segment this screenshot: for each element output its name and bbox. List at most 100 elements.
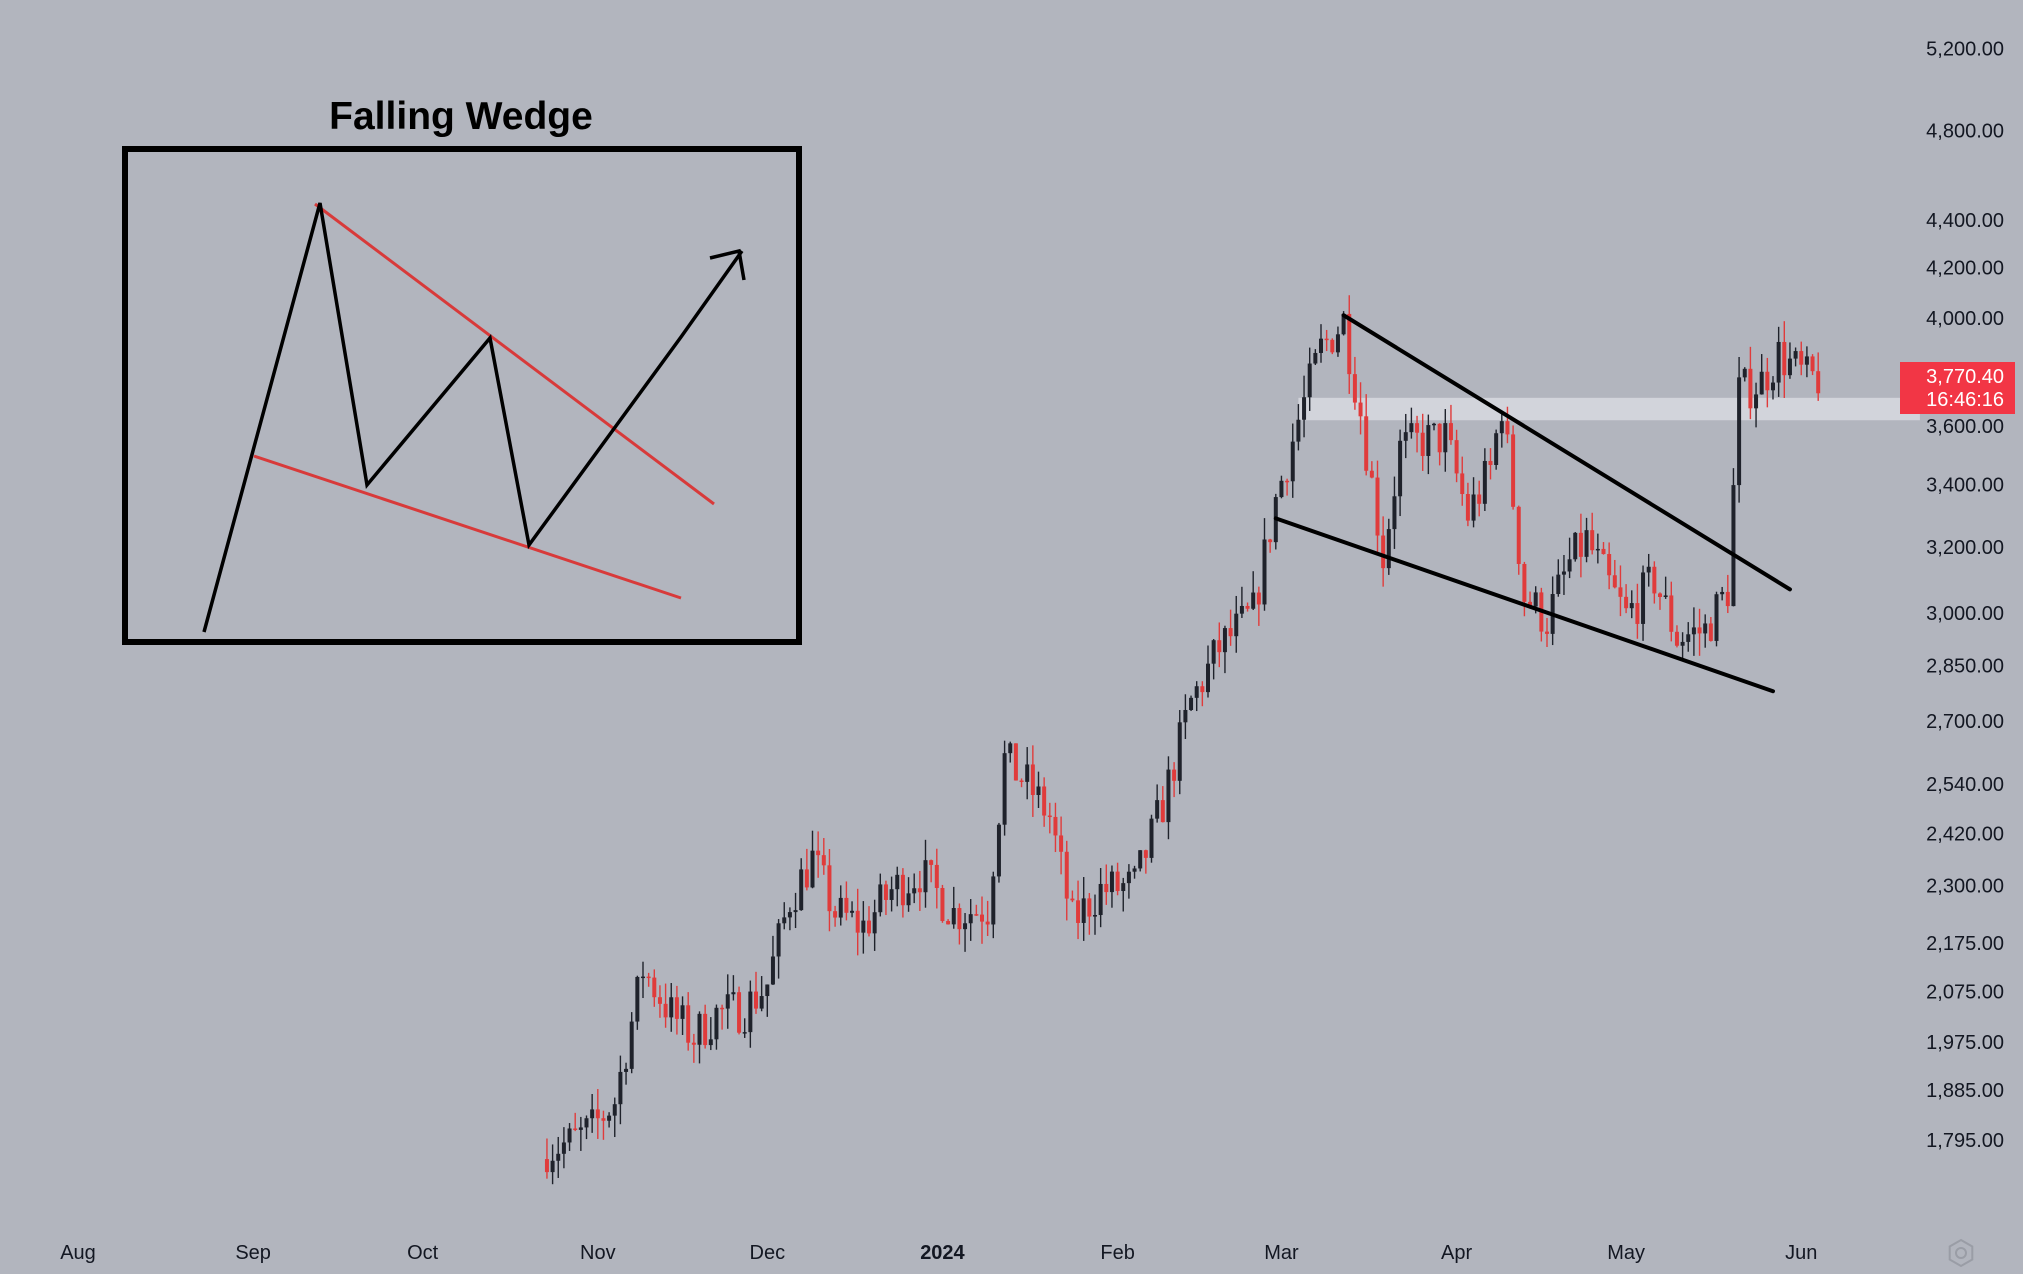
candle-body [776,923,781,957]
candle-body [1335,334,1340,353]
time-axis[interactable]: Aug Sep Oct Nov Dec 2024 Feb Mar Apr May Jun [60,1242,1817,1264]
candle-body [567,1128,572,1143]
candle [1369,461,1374,479]
candle-body [1183,709,1188,723]
candle-body [974,914,979,916]
candle [793,892,798,929]
candle [1290,423,1295,498]
settings-button[interactable] [1948,1238,1974,1268]
candle [906,877,911,912]
candle-body [1624,596,1629,609]
candle [646,972,651,987]
candle-body [1528,601,1533,607]
candle [567,1123,572,1151]
candle-body [1143,850,1148,858]
candle [1217,622,1222,668]
candle [867,906,871,937]
candle [1245,602,1250,612]
candle [934,848,939,909]
candle-body [1725,591,1730,607]
candle [1663,576,1668,599]
candle-body [737,992,742,1033]
candle-body [641,976,645,979]
candle [1347,295,1352,394]
candle-body [1465,494,1470,521]
candle [1143,849,1148,874]
candle [1624,584,1629,614]
candle-body [1522,563,1527,602]
candle [1392,476,1397,549]
candle-body [1189,697,1194,710]
candle-body [1454,440,1459,474]
price-axis-label: 1,975.00 [1926,1032,2004,1054]
last-price-tag-background [1900,362,2015,414]
candle-body [1477,494,1482,504]
candle-body [544,1159,549,1173]
candle [1680,632,1685,661]
candle-body [1177,722,1182,781]
gear-icon [1948,1238,1974,1268]
candle-body [618,1071,623,1105]
wedge-upper-trendline [1341,313,1792,592]
candle [1324,329,1329,352]
candle [1516,505,1521,575]
candle-body [1149,818,1154,858]
price-axis-label: 2,420.00 [1926,824,2004,846]
candle-body [804,869,809,888]
candle [1172,762,1177,798]
candle [1646,553,1651,587]
candle [1183,694,1188,740]
time-axis-label: Aug [60,1242,96,1264]
candle-body [680,1005,685,1019]
candle-body [1160,800,1165,823]
candle-body [1590,530,1595,551]
candle-body [1432,423,1436,426]
candle-body [573,1128,578,1130]
candle [985,900,990,937]
candle [691,1033,696,1063]
candle [765,984,770,1017]
candle [1754,382,1759,428]
candle-body [895,874,900,890]
candle [996,822,1001,883]
inset-breakout-arrowhead [709,248,746,281]
candle [1482,448,1487,511]
candle [1302,375,1307,438]
candle [1013,743,1018,781]
candle-body [1087,898,1092,917]
candle-body [1194,686,1199,698]
candle-body [1115,871,1120,892]
candle [1488,448,1493,480]
price-axis-label: 1,795.00 [1926,1130,2004,1152]
wedge-trendlines [1273,313,1792,694]
candle-body [1070,898,1075,901]
price-axis-label: 4,000.00 [1926,308,2004,330]
price-axis-label: 3,000.00 [1926,603,2004,625]
price-axis-label: 2,175.00 [1926,933,2004,955]
candle [1319,324,1323,363]
candle-body [708,1039,713,1046]
candle [1381,516,1386,587]
candle-body [1381,535,1386,569]
candle [1087,893,1092,935]
candle [1256,586,1261,626]
candle [1059,816,1064,875]
candle-body [850,910,855,913]
candle-body [1409,423,1414,433]
candle [674,985,679,1035]
candle-body [1759,371,1764,395]
candle-body [657,997,662,1004]
candle-body [1499,421,1504,434]
candle [1047,802,1052,834]
candle [1590,512,1595,555]
candle [573,1112,578,1132]
time-axis-label: Jun [1785,1242,1817,1264]
candle [1081,877,1086,941]
candle-body [1290,441,1295,482]
candle [1703,614,1708,648]
candle-body [584,1118,589,1128]
candle-body [1415,423,1420,433]
candle [1522,561,1527,617]
candle [872,899,877,951]
